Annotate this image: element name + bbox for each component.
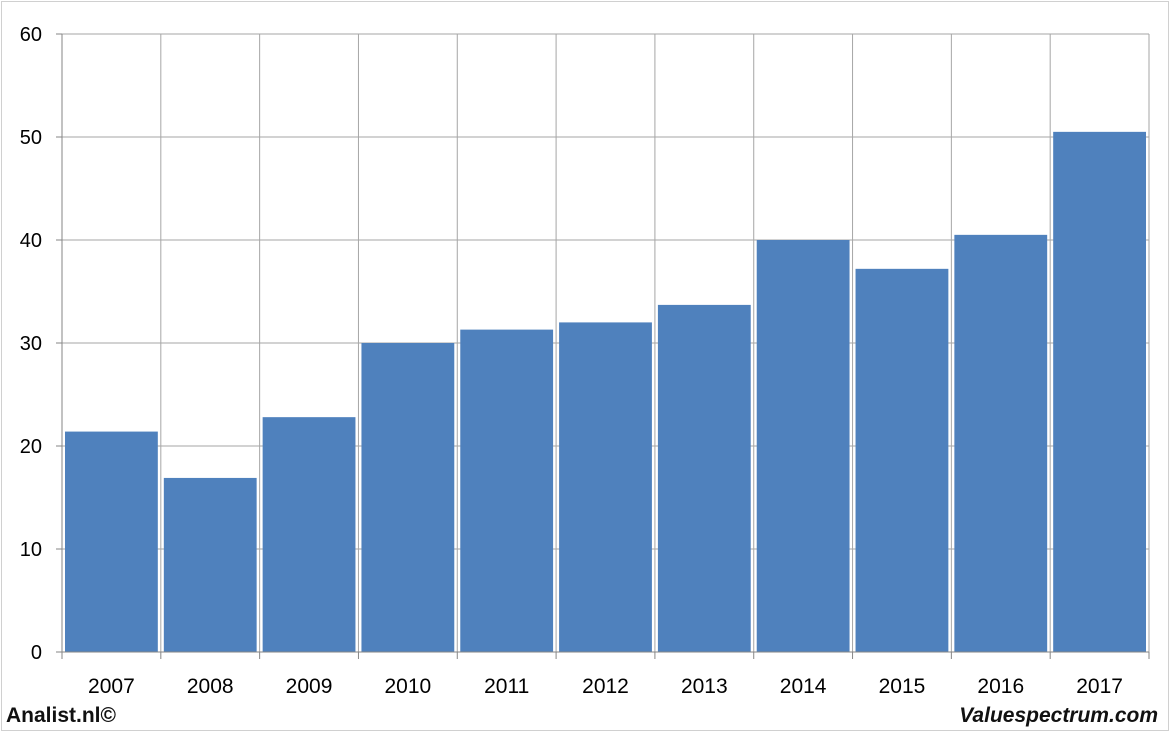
source-label-right: Valuespectrum.com bbox=[959, 704, 1158, 727]
bar-2008 bbox=[163, 477, 257, 652]
x-tick-label-2013: 2013 bbox=[681, 675, 728, 698]
source-label-left: Analist.nl© bbox=[6, 704, 116, 727]
y-tick-label: 60 bbox=[20, 24, 42, 46]
bar-2013 bbox=[657, 304, 751, 652]
x-tick-label-2017: 2017 bbox=[1076, 675, 1123, 698]
axes bbox=[56, 33, 1150, 659]
bar-2015 bbox=[855, 268, 949, 652]
x-tick-label-2012: 2012 bbox=[582, 675, 629, 698]
bar-2009 bbox=[262, 417, 356, 652]
y-tick-label: 10 bbox=[20, 539, 42, 561]
y-tick-label: 40 bbox=[20, 230, 42, 252]
x-tick-label-2007: 2007 bbox=[88, 675, 135, 698]
y-tick-label: 50 bbox=[20, 127, 42, 149]
bar-2011 bbox=[460, 329, 554, 652]
bar-2017 bbox=[1053, 131, 1146, 653]
x-tick-label-2014: 2014 bbox=[780, 675, 827, 698]
y-tick-labels: 0 10 20 30 40 50 60 bbox=[20, 24, 42, 664]
x-tick-label-2008: 2008 bbox=[187, 675, 234, 698]
x-tick-label-2015: 2015 bbox=[879, 675, 926, 698]
y-tick-label: 20 bbox=[20, 436, 42, 458]
bar-2010 bbox=[361, 343, 455, 652]
x-tick-labels: 2007 2008 2009 2010 2011 2012 2013 2014 2015 2016… bbox=[88, 675, 1123, 698]
x-tick-label-2010: 2010 bbox=[385, 675, 432, 698]
bar-2012 bbox=[559, 322, 652, 652]
x-tick-label-2011: 2011 bbox=[484, 675, 529, 698]
bar-2016 bbox=[954, 234, 1048, 652]
bars bbox=[65, 131, 1146, 653]
bar-2007 bbox=[65, 431, 158, 652]
y-tick-label: 0 bbox=[31, 642, 42, 664]
y-tick-label: 30 bbox=[20, 333, 42, 355]
x-tick-label-2009: 2009 bbox=[286, 675, 333, 698]
bar-2014 bbox=[756, 240, 850, 652]
x-tick-label-2016: 2016 bbox=[977, 675, 1024, 698]
